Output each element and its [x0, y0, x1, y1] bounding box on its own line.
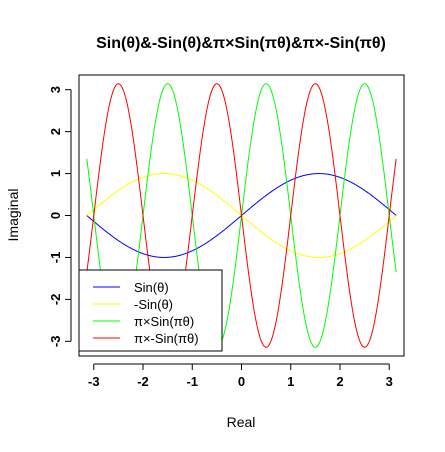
chart-title: Sin(θ)&-Sin(θ)&π×Sin(πθ)&π×-Sin(πθ) [96, 35, 386, 52]
y-tick-label: 1 [48, 170, 63, 177]
y-axis-label: Imaginal [5, 189, 21, 242]
y-tick-label: 2 [48, 128, 63, 135]
x-axis: -3 -2 -1 0 1 2 3 [88, 363, 393, 389]
x-tick-label: 1 [287, 374, 294, 389]
x-axis-label: Real [227, 414, 256, 430]
legend: Sin(θ) -Sin(θ) π×Sin(πθ) π×-Sin(πθ) [78, 269, 223, 352]
plot-curves [86, 83, 397, 348]
x-tick-label: 3 [386, 374, 393, 389]
x-tick-label: -3 [88, 374, 100, 389]
legend-label: π×Sin(πθ) [134, 314, 194, 329]
x-tick-label: 0 [238, 374, 245, 389]
x-tick-label: -1 [186, 374, 198, 389]
x-tick-label: -2 [137, 374, 149, 389]
legend-label: Sin(θ) [134, 280, 169, 295]
y-tick-label: -1 [48, 252, 63, 264]
y-tick-label: -3 [48, 336, 63, 348]
x-tick-label: 2 [336, 374, 343, 389]
legend-box [78, 269, 223, 352]
y-tick-label: -2 [48, 294, 63, 306]
series-line-4 [86, 83, 397, 348]
plot-frame [78, 74, 405, 357]
y-axis: -3 -2 -1 0 1 2 3 [48, 86, 72, 348]
y-tick-label: 3 [48, 86, 63, 93]
legend-label: π×-Sin(πθ) [134, 331, 199, 346]
legend-label: -Sin(θ) [134, 297, 173, 312]
y-tick-label: 0 [48, 212, 63, 219]
